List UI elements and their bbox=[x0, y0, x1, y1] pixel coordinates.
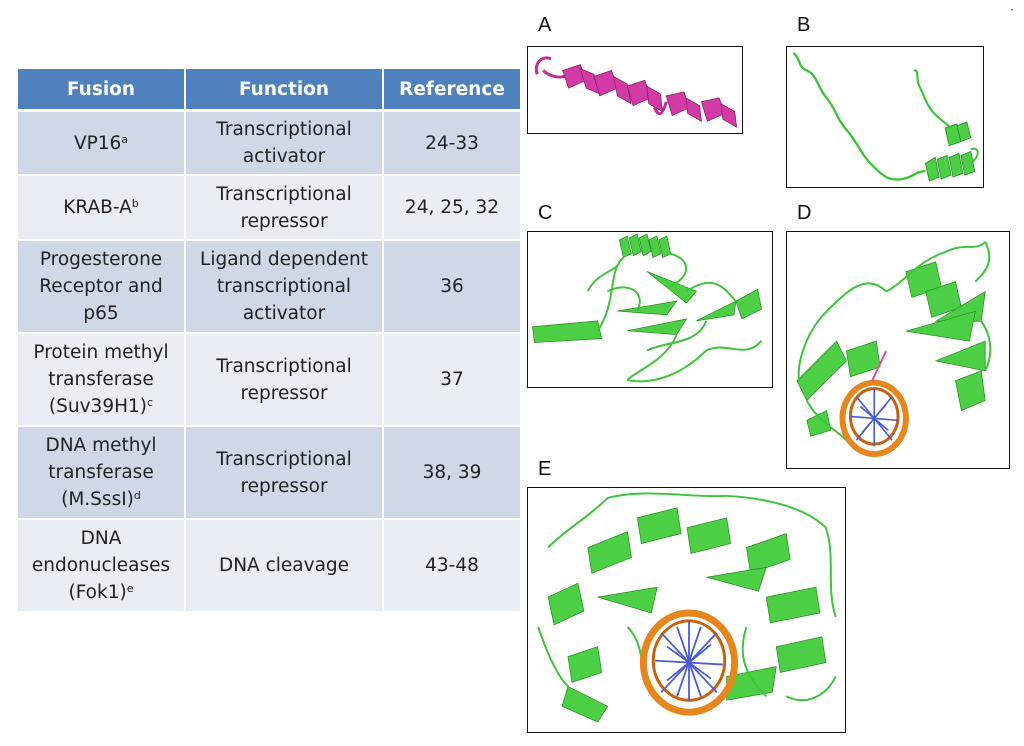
panel-e-structure bbox=[527, 487, 846, 733]
cell-reference: 24-33 bbox=[384, 112, 520, 176]
cell-function: Transcriptional activator bbox=[186, 112, 384, 176]
table-row: KRAB-Ab Transcriptional repressor 24, 25,… bbox=[18, 176, 520, 241]
coil-helix-image bbox=[792, 51, 979, 182]
cell-reference: 24, 25, 32 bbox=[384, 176, 520, 241]
cell-fusion: VP16a bbox=[18, 112, 186, 176]
cell-fusion: Protein methyl transferase (Suv39H1)c bbox=[18, 334, 186, 427]
cell-function: Transcriptional repressor bbox=[186, 176, 384, 241]
cell-fusion: DNA methyl transferase (M.SssI)d bbox=[18, 427, 186, 520]
cell-function: DNA cleavage bbox=[186, 520, 384, 613]
helix-ribbon-image bbox=[534, 56, 738, 128]
fusion-table: Fusion Function Reference VP16a Transcri… bbox=[18, 69, 520, 613]
panel-label-c: C bbox=[538, 202, 553, 224]
table-row: DNA endonucleases (Fok1)e DNA cleavage 43-… bbox=[18, 520, 520, 613]
panel-label-d: D bbox=[797, 202, 812, 224]
header-fusion: Fusion bbox=[18, 69, 186, 112]
panel-b-structure bbox=[786, 46, 984, 188]
panel-d-structure bbox=[786, 231, 1010, 469]
header-function: Function bbox=[186, 69, 384, 112]
panel-label-b: B bbox=[797, 14, 811, 36]
panel-c-structure bbox=[527, 231, 773, 388]
protein-ribbon-image bbox=[532, 233, 763, 383]
panel-label-a: A bbox=[538, 14, 552, 36]
cell-function: Ligand dependent transcriptional activator bbox=[186, 241, 384, 334]
cell-function: Transcriptional repressor bbox=[186, 427, 384, 520]
table-row: DNA methyl transferase (M.SssI)d Transcrip… bbox=[18, 427, 520, 520]
panel-a-structure bbox=[527, 46, 743, 134]
cell-reference: 36 bbox=[384, 241, 520, 334]
cell-reference: 43-48 bbox=[384, 520, 520, 613]
cell-function: Transcriptional repressor bbox=[186, 334, 384, 427]
cell-fusion: DNA endonucleases (Fok1)e bbox=[18, 520, 186, 613]
cell-fusion: Progesterone Receptor and p65 bbox=[18, 241, 186, 334]
header-reference: Reference bbox=[384, 69, 520, 112]
cell-reference: 38, 39 bbox=[384, 427, 520, 520]
protein-dna-complex-large-image bbox=[537, 492, 837, 723]
corner-mark: · bbox=[1010, 3, 1014, 17]
cell-reference: 37 bbox=[384, 334, 520, 427]
table-row: Protein methyl transferase (Suv39H1)c Tran… bbox=[18, 334, 520, 427]
table-header-row: Fusion Function Reference bbox=[18, 69, 520, 112]
cell-fusion: KRAB-Ab bbox=[18, 176, 186, 241]
protein-dna-complex-image bbox=[796, 241, 992, 458]
table-row: Progesterone Receptor and p65 Ligand depen… bbox=[18, 241, 520, 334]
table-row: VP16a Transcriptional activator 24-33 bbox=[18, 112, 520, 176]
panel-label-e: E bbox=[538, 458, 552, 480]
